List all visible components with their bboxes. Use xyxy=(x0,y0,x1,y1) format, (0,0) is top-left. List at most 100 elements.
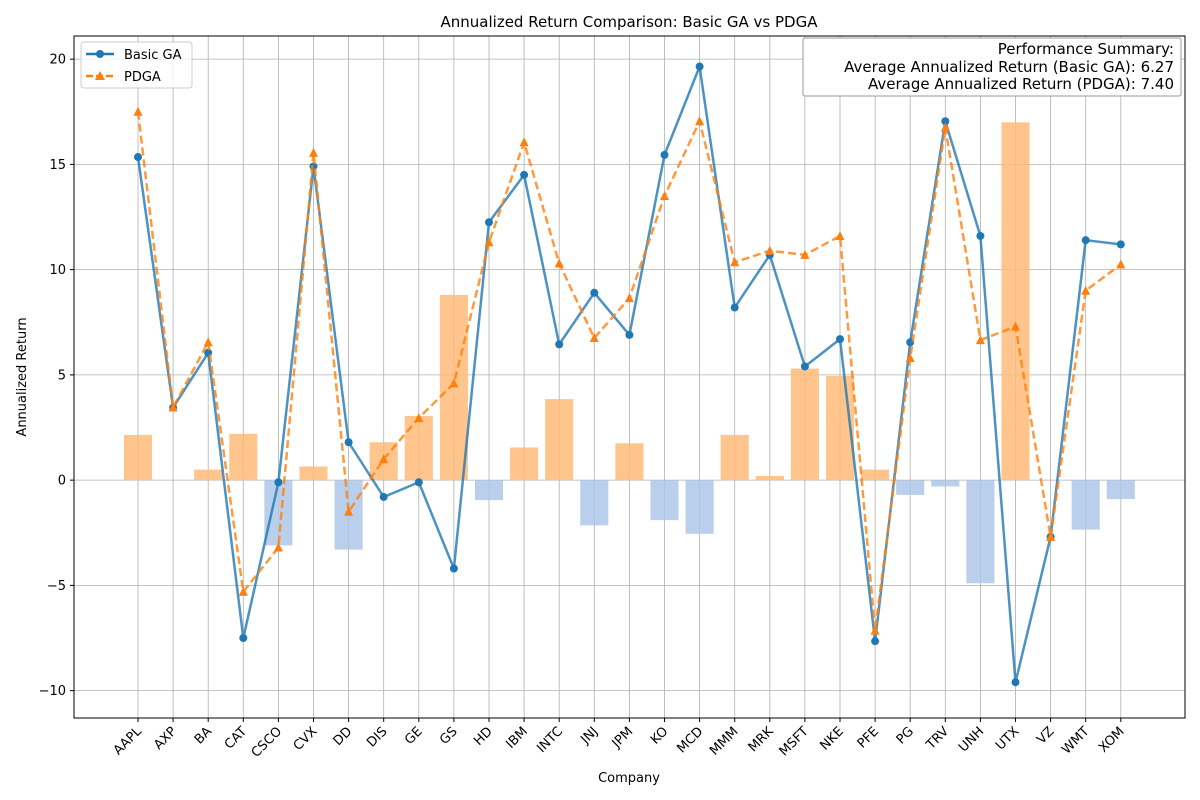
x-tick-label: TRV xyxy=(923,724,952,753)
data-point-pdga xyxy=(519,137,529,147)
data-point-pdga xyxy=(975,335,985,345)
summary-box xyxy=(802,37,1182,97)
data-point-basic-ga xyxy=(134,153,142,162)
difference-bar xyxy=(123,434,153,481)
data-point-pdga xyxy=(309,147,318,157)
data-point-pdga xyxy=(133,106,143,116)
grid xyxy=(74,36,1185,718)
difference-bar xyxy=(931,480,960,487)
performance-summary: Performance Summary: Average Annualized … xyxy=(802,37,1182,97)
data-point-basic-ga xyxy=(1081,236,1090,245)
x-tick-label: NKE xyxy=(818,724,847,753)
difference-bar xyxy=(1106,480,1135,500)
x-tick-label: JPM xyxy=(609,724,636,751)
difference-bar xyxy=(404,415,433,481)
x-tick-label: KO xyxy=(648,724,671,747)
data-point-pdga xyxy=(344,506,354,516)
x-tick-label: INTC xyxy=(534,724,566,756)
data-point-pdga xyxy=(835,230,845,240)
x-tick-label: JNJ xyxy=(578,724,602,748)
difference-bar xyxy=(194,469,223,481)
legend-marker-basic-ga xyxy=(96,50,104,58)
x-tick-label: DD xyxy=(331,724,356,749)
legend-label-basic-ga: Basic GA xyxy=(124,48,182,63)
data-point-basic-ga xyxy=(485,218,493,227)
difference-bar xyxy=(650,480,679,521)
data-point-pdga xyxy=(695,116,705,126)
x-tick-label: XOM xyxy=(1096,724,1127,755)
series-lines xyxy=(133,62,1126,687)
y-tick-label: 15 xyxy=(49,158,66,173)
data-point-basic-ga xyxy=(660,150,669,159)
data-point-pdga xyxy=(379,454,389,464)
legend-label-pdga: PDGA xyxy=(124,70,161,85)
data-point-basic-ga xyxy=(449,564,458,573)
data-point-basic-ga xyxy=(625,330,634,339)
x-tick-label: HD xyxy=(471,724,496,749)
difference-bar xyxy=(510,447,539,481)
difference-bar xyxy=(299,466,328,481)
data-point-basic-ga xyxy=(836,335,844,344)
difference-bar xyxy=(264,480,293,546)
data-point-pdga xyxy=(1046,531,1056,541)
difference-bar xyxy=(439,294,468,481)
data-point-basic-ga xyxy=(730,303,739,312)
data-point-pdga xyxy=(414,413,424,423)
difference-bar xyxy=(545,399,574,481)
data-point-basic-ga xyxy=(800,362,809,371)
x-axis-label: Company xyxy=(598,771,660,786)
x-tick-label: GS xyxy=(437,724,461,748)
x-tick-label: PG xyxy=(894,724,917,747)
data-point-basic-ga xyxy=(239,634,248,643)
difference-bar xyxy=(966,480,995,584)
difference-bar xyxy=(685,480,714,534)
summary-title: Performance Summary: xyxy=(998,40,1174,58)
difference-bar xyxy=(580,480,609,526)
y-tick-label: −5 xyxy=(47,579,66,594)
data-point-pdga xyxy=(168,402,178,412)
y-tick-label: 0 xyxy=(58,474,66,489)
difference-bar xyxy=(229,433,258,481)
x-tick-label: PFE xyxy=(855,724,882,751)
x-tick-label: MCD xyxy=(674,724,706,756)
y-tick-label: 10 xyxy=(49,263,66,278)
x-tick-label: UNH xyxy=(956,724,987,755)
x-tick-label: MMM xyxy=(707,724,741,758)
data-point-pdga xyxy=(449,378,459,388)
x-tick-label: VZ xyxy=(1034,724,1057,747)
difference-bar xyxy=(1001,122,1030,481)
y-axis-label: Annualized Return xyxy=(15,317,30,436)
data-point-basic-ga xyxy=(941,117,950,126)
data-point-pdga xyxy=(730,257,740,267)
data-point-pdga xyxy=(554,258,564,268)
data-point-basic-ga xyxy=(414,478,423,487)
x-tick-label: DIS xyxy=(364,724,390,750)
data-point-pdga xyxy=(273,542,283,552)
x-tick-label: MRK xyxy=(746,724,777,755)
x-tick-label: WMT xyxy=(1059,724,1092,757)
x-tick-label: IBM xyxy=(503,724,531,752)
data-point-pdga xyxy=(1081,285,1091,295)
difference-bar xyxy=(755,475,784,481)
x-tick-label: AAPL xyxy=(111,724,146,759)
x-tick-label: GE xyxy=(402,724,426,748)
data-point-basic-ga xyxy=(520,170,529,179)
data-point-basic-ga xyxy=(871,637,880,646)
data-point-basic-ga xyxy=(344,438,353,447)
difference-bar xyxy=(474,480,504,501)
difference-bar xyxy=(861,469,890,481)
legend-marker-pdga xyxy=(95,71,105,80)
data-point-basic-ga xyxy=(695,62,704,71)
data-point-pdga xyxy=(238,586,248,596)
chart-title: Annualized Return Comparison: Basic GA v… xyxy=(441,13,819,31)
data-point-pdga xyxy=(660,190,669,200)
data-point-pdga xyxy=(203,337,213,347)
legend: Basic GA PDGA xyxy=(80,41,193,89)
data-point-basic-ga xyxy=(590,288,599,297)
data-point-pdga xyxy=(800,249,810,259)
difference-bar xyxy=(896,480,925,495)
data-point-pdga xyxy=(1116,259,1126,269)
difference-bar xyxy=(1071,480,1100,530)
